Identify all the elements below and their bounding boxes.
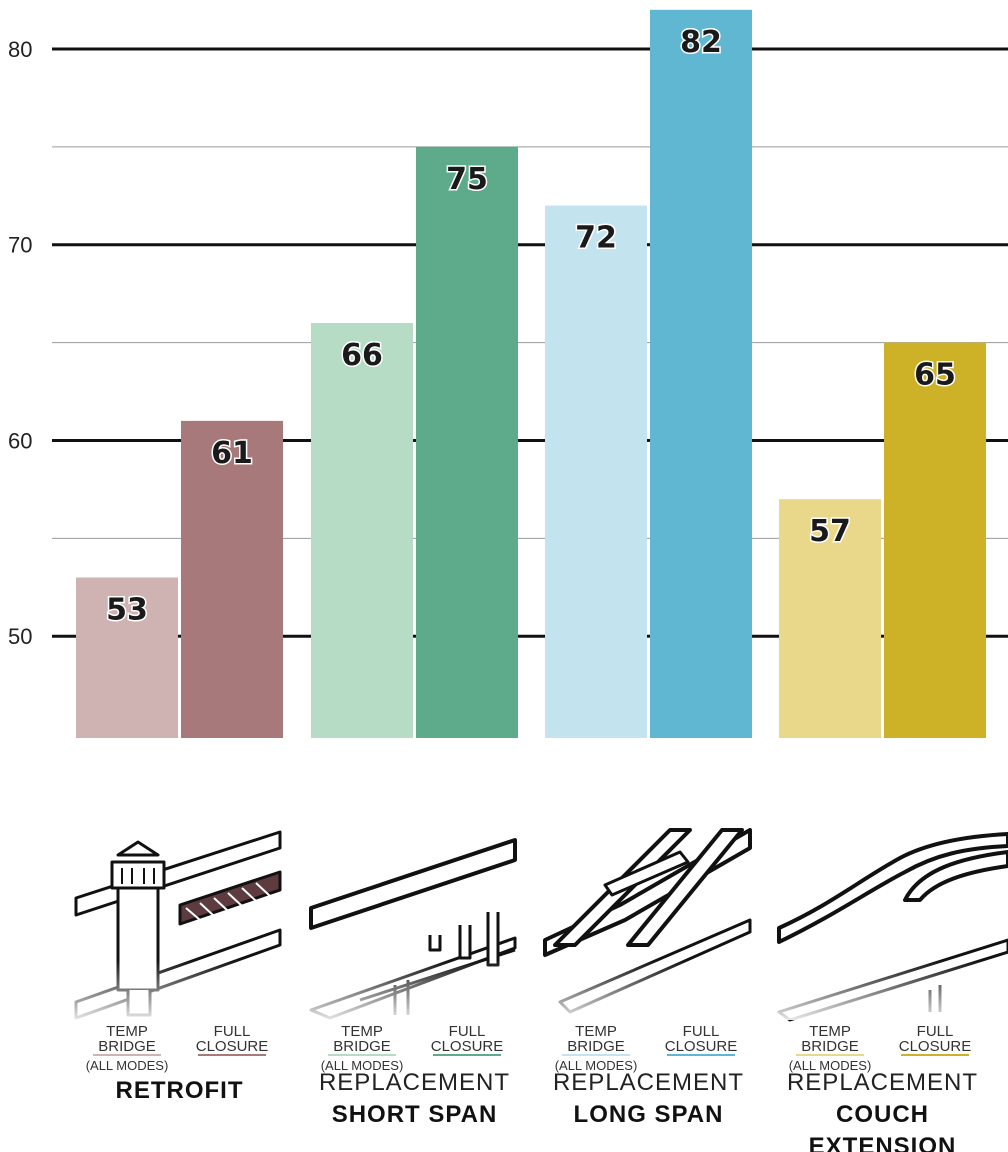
bar-category-label: FULL <box>449 1023 486 1040</box>
bar <box>76 577 178 738</box>
bar-category-label: TEMP <box>575 1023 617 1040</box>
base-fade <box>60 960 1008 1020</box>
bar <box>181 420 283 738</box>
bar-category-label: CLOSURE <box>899 1038 972 1055</box>
bars <box>76 9 986 739</box>
bar <box>311 322 413 738</box>
value-label: 66 <box>341 338 383 373</box>
y-tick-label: 70 <box>8 233 32 258</box>
bar-category-label: BRIDGE <box>567 1038 625 1055</box>
bar <box>416 146 518 739</box>
group-title-bold: SHORT SPAN <box>332 1101 498 1128</box>
couch-extension-ramp-icon <box>903 850 1008 902</box>
group-title: REPLACEMENT <box>787 1069 978 1096</box>
group-title: REPLACEMENT <box>319 1069 510 1096</box>
short-span-deck-icon <box>309 838 517 930</box>
bar-category-label: TEMP <box>341 1023 383 1040</box>
y-tick-label: 80 <box>8 37 32 62</box>
value-label: 75 <box>446 162 488 197</box>
couch-extension-ramp-icon <box>777 832 1008 944</box>
major-gridlines <box>52 47 1008 638</box>
bridge-illustrations <box>60 828 1008 1022</box>
short-span-pier-icon <box>428 912 500 967</box>
bar <box>884 342 986 738</box>
retrofit-tower-icon <box>110 860 166 890</box>
bar-category-label: FULL <box>683 1023 720 1040</box>
bar <box>779 499 881 738</box>
retrofit-deck-icon <box>74 830 282 917</box>
bar <box>650 9 752 739</box>
value-label: 82 <box>680 25 722 60</box>
bar-category-label: CLOSURE <box>196 1038 269 1055</box>
long-span-tower-icon <box>626 828 744 947</box>
retrofit-truss-icon <box>178 870 282 926</box>
value-label: 61 <box>211 436 253 471</box>
group-title-bold: COUCH <box>836 1101 929 1128</box>
bar-category-label: BRIDGE <box>801 1038 859 1055</box>
group-title-bold: EXTENSION <box>809 1133 957 1152</box>
bar-sublabel: (ALL MODES) <box>86 1058 169 1073</box>
bar-category-label: FULL <box>917 1023 954 1040</box>
retrofit-tower-icon <box>116 840 160 857</box>
group-titles: RETROFIT REPLACEMENT SHORT SPAN REPLACEMENT… <box>116 1069 978 1152</box>
value-label: 57 <box>809 514 851 549</box>
bar-category-label: FULL <box>214 1023 251 1040</box>
y-tick-label: 50 <box>8 624 32 649</box>
bar-category-label: CLOSURE <box>665 1038 738 1055</box>
bar-category-label: BRIDGE <box>98 1038 156 1055</box>
bar <box>545 205 647 738</box>
value-label: 53 <box>106 592 148 627</box>
group-title-bold: RETROFIT <box>116 1077 244 1104</box>
value-label: 65 <box>914 358 956 393</box>
bar-sublabel: (ALL MODES) <box>555 1058 638 1073</box>
retrofit-truss-icon <box>185 882 271 921</box>
y-axis-ticks: 50 60 70 80 <box>8 37 32 649</box>
value-labels: 53 61 66 75 72 82 57 65 <box>105 23 958 629</box>
value-label: 72 <box>575 221 617 256</box>
group-title: REPLACEMENT <box>553 1069 744 1096</box>
bar-category-label: CLOSURE <box>431 1038 504 1055</box>
bar-category-label: TEMP <box>106 1023 148 1040</box>
group-title-bold: LONG SPAN <box>574 1101 724 1128</box>
bar-sublabel: (ALL MODES) <box>321 1058 404 1073</box>
bar-category-label: BRIDGE <box>333 1038 391 1055</box>
y-tick-label: 60 <box>8 428 32 453</box>
long-span-brace-icon <box>603 850 690 897</box>
bar-category-label: TEMP <box>809 1023 851 1040</box>
retrofit-tower-icon <box>121 868 155 884</box>
bar-sublabel: (ALL MODES) <box>789 1058 872 1073</box>
